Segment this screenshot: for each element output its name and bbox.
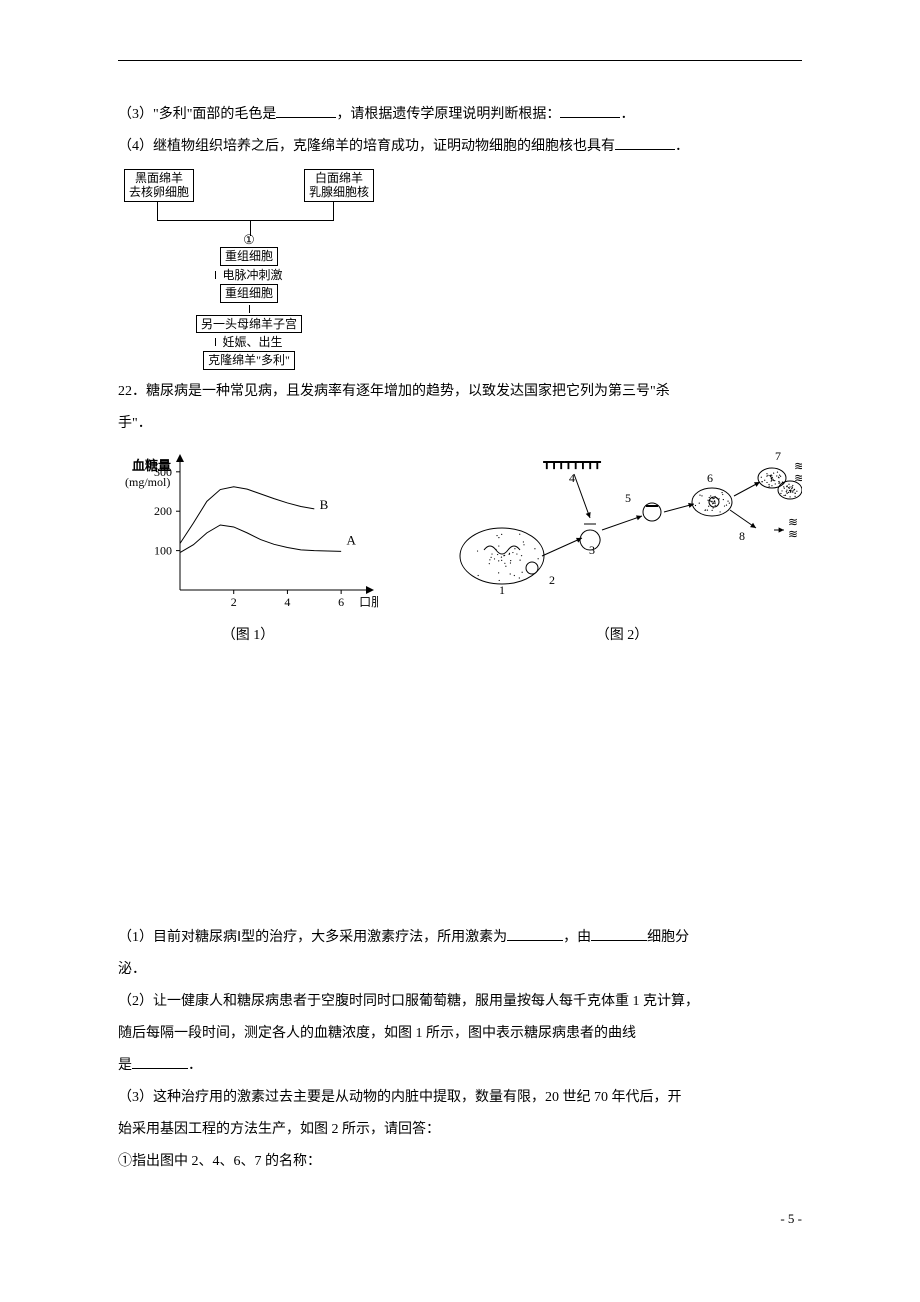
flow-box-uterus: 另一头母绵羊子宫	[196, 315, 302, 333]
q22-p2-c: 是	[118, 1058, 132, 1073]
svg-text:2: 2	[231, 595, 237, 609]
header-rule	[118, 60, 802, 61]
blank-q3-1	[276, 102, 336, 118]
q3-text-c: ．	[620, 107, 634, 122]
figure2-diagram: 123┳┳┳┳┳┳┳┳45678≋≋≋≋	[442, 446, 802, 616]
figures-row: 100200300246血糖量(mg/mol)口服后时间（h）AB （图 1） …	[118, 446, 802, 650]
svg-text:4: 4	[569, 471, 575, 485]
blank-22-1b	[591, 924, 647, 940]
svg-text:B: B	[320, 497, 329, 512]
q4-text-b: ．	[675, 139, 689, 154]
svg-text:100: 100	[154, 543, 172, 557]
blank-22-1a	[507, 924, 563, 940]
page-gap	[118, 664, 802, 924]
flow-box-black-sheep: 黑面绵羊 去核卵细胞	[124, 169, 194, 202]
flow-white-l2: 乳腺细胞核	[309, 185, 369, 199]
q22-intro-l1: 22．糖尿病是一种常见病，且发病率有逐年增加的趋势，以致发达国家把它列为第三号"…	[118, 378, 802, 406]
svg-text:≋: ≋	[794, 471, 802, 485]
flow-box-white-sheep: 白面绵羊 乳腺细胞核	[304, 169, 374, 202]
q22-p3-l3: ①指出图中 2、4、6、7 的名称：	[118, 1148, 802, 1176]
svg-text:口服后时间（h）: 口服后时间（h）	[359, 595, 378, 609]
q22-p2-d: ．	[188, 1058, 202, 1073]
flow-black-l2: 去核卵细胞	[129, 185, 189, 199]
flow-stage-label: 妊娠、出生	[222, 335, 282, 349]
blank-q4-1	[615, 134, 675, 150]
flow-box-recomb1: 重组细胞	[220, 247, 278, 265]
figure1-chart: 100200300246血糖量(mg/mol)口服后时间（h）AB	[118, 446, 378, 616]
q22-p1-l2: 泌．	[118, 956, 802, 984]
figure2-col: 123┳┳┳┳┳┳┳┳45678≋≋≋≋ （图 2）	[442, 446, 802, 650]
svg-text:4: 4	[284, 595, 290, 609]
svg-text:3: 3	[589, 543, 595, 557]
svg-text:8: 8	[739, 529, 745, 543]
svg-text:200: 200	[154, 504, 172, 518]
q22-p1-l1: （1）目前对糖尿病Ⅰ型的治疗，大多采用激素疗法，所用激素为 ，由 细胞分	[118, 924, 802, 952]
svg-text:A: A	[347, 532, 357, 547]
flow-pulse-label: 电脉冲刺激	[222, 268, 282, 282]
q3-text-b: ，请根据遗传学原理说明判断根据：	[336, 107, 560, 122]
figure1-col: 100200300246血糖量(mg/mol)口服后时间（h）AB （图 1）	[118, 446, 378, 650]
svg-text:7: 7	[775, 449, 781, 463]
svg-text:5: 5	[625, 491, 631, 505]
q22-p1-a: （1）目前对糖尿病Ⅰ型的治疗，大多采用激素疗法，所用激素为	[118, 930, 507, 945]
flow-white-l1: 白面绵羊	[315, 171, 363, 185]
figure2-caption: （图 2）	[596, 622, 649, 650]
q22-p3-l2: 始采用基因工程的方法生产，如图 2 所示，请回答：	[118, 1116, 802, 1144]
page-number: - 5 -	[780, 1211, 802, 1226]
blank-22-2	[132, 1052, 188, 1068]
page-footer: - 5 -	[118, 1206, 802, 1232]
flow-box-recomb2: 重组细胞	[220, 284, 278, 302]
flow-box-dolly: 克隆绵羊"多利"	[203, 351, 295, 369]
svg-text:6: 6	[338, 595, 344, 609]
q3-line: （3）"多利"面部的毛色是 ，请根据遗传学原理说明判断根据： ．	[118, 101, 802, 129]
q22-p2-l2: 随后每隔一段时间，测定各人的血糖浓度，如图 1 所示，图中表示糖尿病患者的曲线	[118, 1020, 802, 1048]
q22-intro-l2: 手"．	[118, 410, 802, 438]
svg-text:血糖量: 血糖量	[132, 458, 171, 473]
q4-text-a: （4）继植物组织培养之后，克隆绵羊的培育成功，证明动物细胞的细胞核也具有	[118, 139, 615, 154]
svg-text:(mg/mol): (mg/mol)	[125, 475, 170, 489]
q22-p2-l1: （2）让一健康人和糖尿病患者于空腹时同时口服葡萄糖，服用量按每人每千克体重 1 …	[118, 988, 802, 1016]
figure1-caption: （图 1）	[222, 622, 275, 650]
dolly-flowchart: 黑面绵羊 去核卵细胞 白面绵羊 乳腺细胞核 ① 重组细胞 电脉冲刺激 重组细胞 …	[124, 169, 374, 370]
flow-black-l1: 黑面绵羊	[135, 171, 183, 185]
q22-p3-l1: （3）这种治疗用的激素过去主要是从动物的内脏中提取，数量有限，20 世纪 70 …	[118, 1084, 802, 1112]
svg-text:2: 2	[549, 573, 555, 587]
q22-p2-l3: 是．	[118, 1052, 802, 1080]
q22-p1-c: 细胞分	[647, 930, 689, 945]
blank-q3-2	[560, 102, 620, 118]
svg-text:┳┳┳┳┳┳┳┳: ┳┳┳┳┳┳┳┳	[543, 455, 602, 470]
svg-text:6: 6	[707, 471, 713, 485]
q4-line: （4）继植物组织培养之后，克隆绵羊的培育成功，证明动物细胞的细胞核也具有 ．	[118, 133, 802, 161]
svg-text:1: 1	[499, 583, 505, 597]
q22-p1-b: ，由	[563, 930, 591, 945]
svg-text:≋: ≋	[788, 527, 798, 541]
q3-text-a: （3）"多利"面部的毛色是	[118, 107, 276, 122]
